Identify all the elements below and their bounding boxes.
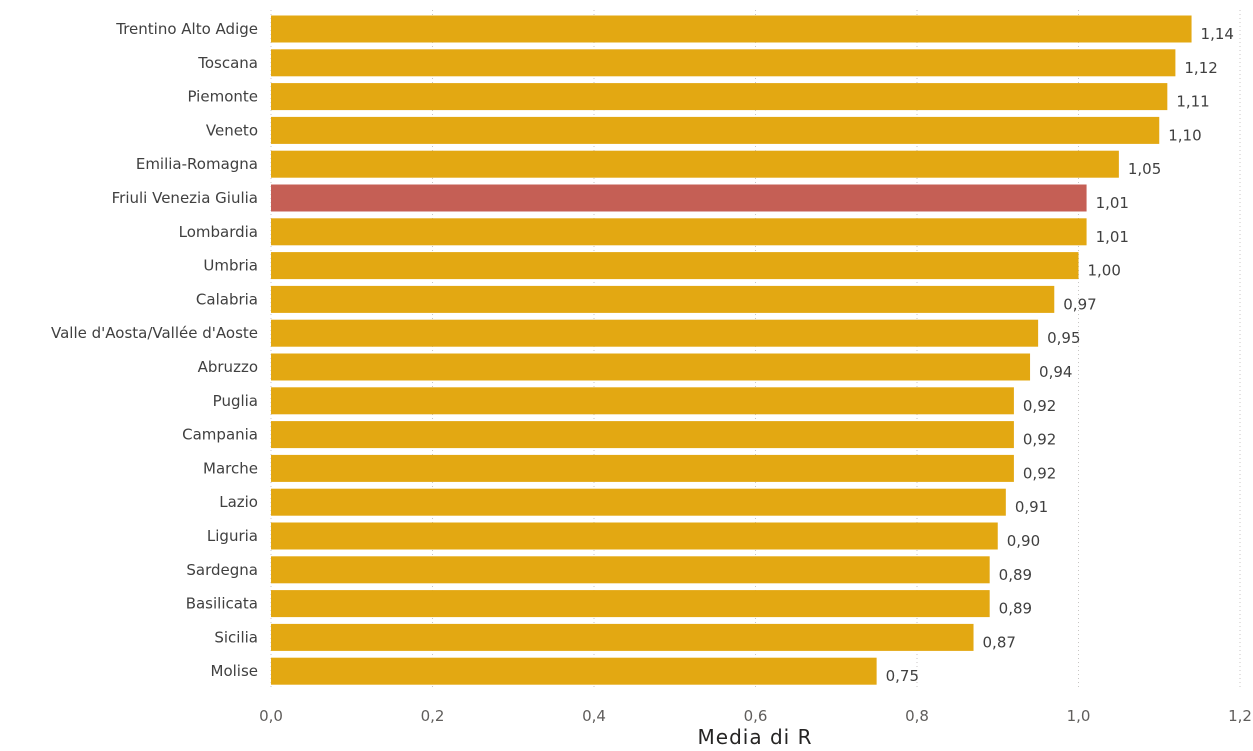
bar-sicilia[interactable] bbox=[271, 623, 974, 651]
bar-lazio[interactable] bbox=[271, 488, 1006, 516]
category-label: Calabria bbox=[196, 290, 258, 308]
value-label: 1,05 bbox=[1128, 160, 1161, 178]
value-label: 1,14 bbox=[1201, 25, 1234, 43]
value-label: 1,00 bbox=[1088, 262, 1121, 280]
value-label: 1,11 bbox=[1176, 93, 1209, 111]
category-label: Campania bbox=[182, 426, 258, 444]
x-tick-label: 0,4 bbox=[582, 707, 606, 725]
value-label: 0,92 bbox=[1023, 464, 1056, 482]
bar-umbria[interactable] bbox=[271, 252, 1079, 280]
value-label: 0,90 bbox=[1007, 532, 1040, 550]
category-label: Piemonte bbox=[187, 88, 258, 106]
category-label: Valle d'Aosta/Vallée d'Aoste bbox=[51, 324, 258, 342]
x-tick-label: 0,8 bbox=[905, 707, 929, 725]
bar-veneto[interactable] bbox=[271, 116, 1160, 144]
value-label: 0,75 bbox=[886, 667, 919, 685]
bar-marche[interactable] bbox=[271, 454, 1014, 482]
category-label: Liguria bbox=[207, 527, 258, 545]
category-label: Abruzzo bbox=[198, 358, 258, 376]
category-label: Friuli Venezia Giulia bbox=[112, 189, 258, 207]
value-label: 0,89 bbox=[999, 566, 1032, 584]
bar-campania[interactable] bbox=[271, 421, 1014, 449]
x-tick-label: 1,0 bbox=[1067, 707, 1091, 725]
category-label: Toscana bbox=[197, 54, 258, 72]
bar-valle-d-aosta-vallee-d-aoste[interactable] bbox=[271, 319, 1039, 347]
value-label: 0,89 bbox=[999, 600, 1032, 618]
value-label: 1,01 bbox=[1096, 194, 1129, 212]
bar-molise[interactable] bbox=[271, 657, 877, 685]
category-labels: Trentino Alto Adige Toscana Piemonte Veneto… bbox=[51, 20, 258, 680]
bar-friuli-venezia-giulia[interactable] bbox=[271, 184, 1087, 212]
bar-piemonte[interactable] bbox=[271, 83, 1168, 111]
value-label: 1,01 bbox=[1096, 228, 1129, 246]
x-tick-label: 1,2 bbox=[1228, 707, 1252, 725]
bar-abruzzo[interactable] bbox=[271, 353, 1031, 381]
category-label: Lazio bbox=[219, 493, 258, 511]
value-label: 0,92 bbox=[1023, 431, 1056, 449]
category-label: Sicilia bbox=[214, 628, 258, 646]
x-tick-label: 0,6 bbox=[744, 707, 768, 725]
category-label: Sardegna bbox=[186, 561, 258, 579]
bar-calabria[interactable] bbox=[271, 285, 1055, 313]
value-label: 0,87 bbox=[983, 633, 1016, 651]
bar-trentino-alto-adige[interactable] bbox=[271, 15, 1192, 43]
value-label: 0,91 bbox=[1015, 498, 1048, 516]
bar-toscana[interactable] bbox=[271, 49, 1176, 77]
value-label: 1,10 bbox=[1168, 126, 1201, 144]
category-label: Puglia bbox=[213, 392, 258, 410]
bar-basilicata[interactable] bbox=[271, 590, 990, 618]
value-label: 1,12 bbox=[1184, 59, 1217, 77]
category-label: Marche bbox=[203, 459, 258, 477]
category-label: Trentino Alto Adige bbox=[115, 20, 258, 38]
bar-puglia[interactable] bbox=[271, 387, 1014, 415]
x-axis-ticks: 0,0 0,2 0,4 0,6 0,8 1,0 1,2 bbox=[259, 707, 1252, 725]
category-label: Basilicata bbox=[186, 595, 258, 613]
x-axis-title: Media di R bbox=[698, 725, 813, 749]
category-label: Lombardia bbox=[179, 223, 258, 241]
x-tick-label: 0,0 bbox=[259, 707, 283, 725]
category-label: Veneto bbox=[206, 121, 258, 139]
value-label: 0,95 bbox=[1047, 329, 1080, 347]
value-label: 0,94 bbox=[1039, 363, 1072, 381]
bars bbox=[271, 15, 1192, 685]
gridlines bbox=[270, 10, 1241, 690]
bar-sardegna[interactable] bbox=[271, 556, 990, 584]
category-label: Emilia-Romagna bbox=[136, 155, 258, 173]
value-labels: 1,14 1,12 1,11 1,10 1,05 1,01 1,01 1,00 0,97 0,95… bbox=[886, 25, 1234, 685]
category-label: Molise bbox=[211, 662, 259, 680]
value-label: 0,92 bbox=[1023, 397, 1056, 415]
bar-emilia-romagna[interactable] bbox=[271, 150, 1119, 178]
category-label: Umbria bbox=[203, 257, 258, 275]
bar-lombardia[interactable] bbox=[271, 218, 1087, 246]
value-label: 0,97 bbox=[1063, 295, 1096, 313]
bar-liguria[interactable] bbox=[271, 522, 998, 550]
x-tick-label: 0,2 bbox=[421, 707, 445, 725]
